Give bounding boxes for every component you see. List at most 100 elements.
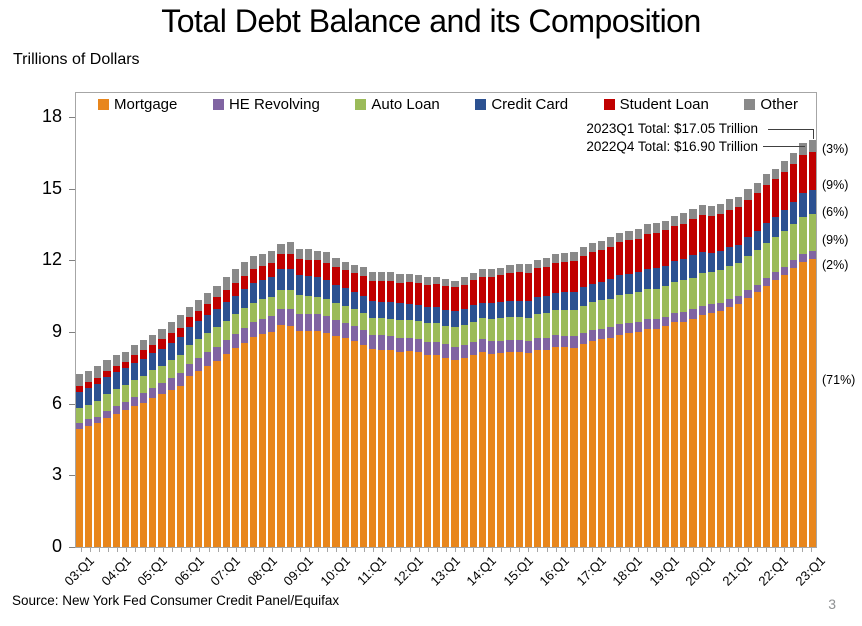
segment <box>213 309 221 328</box>
segment <box>158 383 166 395</box>
segment <box>506 272 514 301</box>
segment <box>771 279 780 547</box>
legend-item-credit-card: Credit Card <box>475 96 568 113</box>
segment <box>552 293 560 311</box>
segment <box>176 385 184 547</box>
segment <box>515 272 523 301</box>
y-axis-tick-label: 0 <box>51 536 62 556</box>
segment <box>625 293 633 323</box>
share-label-mortgage: (71%) <box>822 373 856 387</box>
x-axis-tick <box>400 548 402 552</box>
segment <box>469 272 477 280</box>
segment <box>515 263 523 273</box>
segment <box>506 264 514 273</box>
bar-22:Q4 <box>799 143 807 547</box>
segment <box>643 224 651 235</box>
segment <box>304 313 313 331</box>
segment <box>469 342 477 355</box>
segment <box>662 220 670 231</box>
segment <box>488 276 496 304</box>
segment <box>231 295 239 315</box>
annotation-2022q4-total: 2022Q4 Total: $16.90 Trillion <box>586 138 758 154</box>
bar-11:Q2 <box>378 272 386 547</box>
segment <box>643 288 651 319</box>
x-axis-tick <box>89 548 91 552</box>
segment <box>249 255 258 270</box>
bar-06:Q4 <box>213 285 221 547</box>
bar-23:Q1 <box>808 139 816 547</box>
segment <box>350 309 358 326</box>
x-axis-tick-label: 04:Q1 <box>98 553 134 589</box>
segment <box>249 282 258 303</box>
segment <box>652 289 660 320</box>
x-axis-tick <box>272 548 274 552</box>
segment <box>185 363 194 377</box>
bar-04:Q3 <box>130 345 139 547</box>
segment <box>176 327 184 338</box>
segment <box>359 345 367 547</box>
x-axis-tick <box>171 548 173 552</box>
bar-12:Q1 <box>405 273 413 547</box>
segment <box>790 201 798 225</box>
segment <box>423 276 432 285</box>
segment <box>140 403 148 547</box>
x-axis-tick <box>336 548 338 552</box>
legend-label: Student Loan <box>619 96 709 113</box>
legend-label: Credit Card <box>491 96 569 113</box>
segment <box>726 307 734 547</box>
segment <box>451 346 459 360</box>
segment <box>771 217 780 238</box>
segment <box>204 293 212 304</box>
segment <box>460 284 468 310</box>
bar-03:Q1 <box>76 374 84 547</box>
segment <box>341 338 349 547</box>
y-axis-tick <box>69 188 75 190</box>
share-label-he-revolving: (2%) <box>822 258 849 272</box>
segment <box>130 406 139 547</box>
segment <box>588 301 596 330</box>
segment <box>616 334 624 547</box>
bar-17:Q3 <box>607 237 615 547</box>
segment <box>323 262 331 280</box>
bar-11:Q4 <box>396 273 404 547</box>
x-axis-tick <box>318 548 320 552</box>
segment <box>341 305 349 323</box>
segment <box>76 408 84 424</box>
bar-03:Q3 <box>94 366 102 547</box>
segment <box>350 291 358 310</box>
segment <box>707 313 715 547</box>
segment <box>277 309 285 326</box>
segment <box>295 295 303 314</box>
segment <box>240 275 248 290</box>
segment <box>588 283 596 302</box>
segment <box>698 305 706 316</box>
share-label-student-loan: (9%) <box>822 178 849 192</box>
segment <box>515 351 523 547</box>
segment <box>286 290 294 310</box>
segment <box>185 307 194 317</box>
segment <box>314 296 322 315</box>
segment <box>103 410 111 418</box>
segment <box>689 277 697 310</box>
segment <box>799 254 807 263</box>
segment <box>240 289 248 309</box>
page-number: 3 <box>828 596 836 612</box>
segment <box>533 313 541 338</box>
x-axis-tick <box>656 548 658 552</box>
segment <box>607 338 615 547</box>
segment <box>570 261 578 292</box>
segment <box>433 341 441 356</box>
x-axis-tick <box>710 548 712 552</box>
segment <box>634 272 642 293</box>
segment <box>662 326 670 547</box>
segment <box>378 318 386 336</box>
segment <box>387 281 395 303</box>
segment <box>597 339 606 547</box>
segment <box>689 208 697 220</box>
segment <box>204 314 212 333</box>
segment <box>662 316 670 327</box>
segment <box>433 283 441 307</box>
annotation-2023q1-total: 2023Q1 Total: $17.05 Trillion <box>586 121 758 136</box>
segment <box>552 310 560 336</box>
segment <box>405 303 413 321</box>
